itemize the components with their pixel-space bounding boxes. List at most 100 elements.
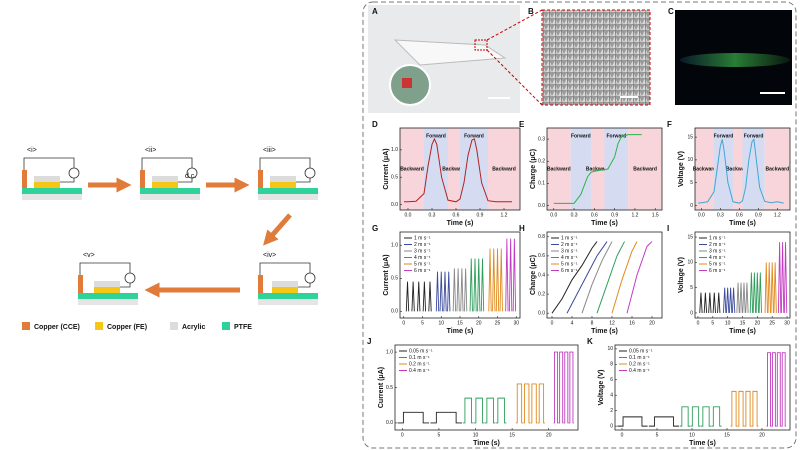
pulse [537, 383, 545, 424]
pulse [452, 268, 457, 312]
legend-label: 0.2 m s⁻¹ [629, 361, 650, 367]
y-tick-label: 5 [690, 180, 693, 186]
x-axis-label: Time (s) [447, 220, 474, 227]
panel-label: B [528, 7, 534, 16]
region [460, 128, 488, 210]
legend-label: 3 m s⁻¹ [561, 248, 578, 254]
x-tick-label: 1.2 [631, 212, 638, 218]
x-tick-label: 0.6 [591, 212, 598, 218]
region [733, 128, 743, 210]
region [400, 128, 424, 210]
pulse [505, 238, 509, 312]
wire [259, 262, 311, 288]
pulse [617, 416, 648, 427]
region [570, 128, 591, 210]
x-tick-label: 25 [495, 320, 501, 326]
legend-label: 5 m s⁻¹ [561, 261, 578, 267]
x-tick-label: 0.6 [453, 212, 460, 218]
y-tick-label: 10 [607, 346, 613, 352]
pulse [469, 258, 473, 312]
pulse [563, 351, 569, 424]
region [590, 128, 605, 210]
arrow [263, 213, 292, 246]
pulse [488, 248, 492, 312]
x-tick-label: 0.0 [550, 212, 557, 218]
plot-frame [546, 127, 663, 211]
pulse [723, 287, 727, 313]
y-axis-label: Current (μA) [378, 367, 385, 408]
curve [553, 134, 642, 204]
pulse [523, 383, 531, 424]
step-label: <i> [27, 147, 37, 154]
pulse [480, 258, 485, 312]
pulse [558, 351, 564, 424]
dc-label: d.c. [185, 173, 196, 180]
pulse [752, 272, 757, 313]
pulse [568, 351, 574, 424]
meter [304, 167, 316, 179]
y-tick-label: 10 [687, 157, 693, 163]
region [448, 128, 460, 210]
legend-label: 6 m s⁻¹ [709, 268, 726, 274]
legend-label: 0.2 m s⁻¹ [409, 361, 430, 367]
pulse [737, 390, 745, 427]
wire [79, 262, 131, 288]
legend-label: 3 m s⁻¹ [414, 248, 431, 254]
region-label: Forward [606, 133, 626, 139]
pulse [430, 411, 463, 424]
plot-frame [614, 344, 791, 431]
legend-label: 0.1 m s⁻¹ [409, 355, 430, 361]
legend-label: Copper (CCE) [34, 324, 80, 331]
ptfe-base [258, 299, 318, 305]
pulse [422, 281, 427, 312]
pulse [730, 390, 738, 427]
legend-label: 1 m s⁻¹ [709, 235, 726, 241]
panel-label: J [367, 337, 371, 346]
y-axis-label: Charge (μC) [530, 149, 537, 189]
device-photo [393, 39, 507, 66]
acrylic [270, 176, 296, 182]
pulse [712, 292, 716, 313]
pulse [736, 282, 740, 313]
x-axis-label: Time (s) [729, 328, 756, 335]
pulse [699, 292, 703, 313]
step-label: <ii> [145, 147, 156, 154]
pulse [648, 416, 680, 427]
pulse [758, 272, 762, 313]
panel-frame [362, 1, 797, 449]
copper-cce [258, 170, 263, 188]
y-tick-label: 0.2 [538, 159, 545, 165]
panel-label: F [667, 120, 672, 129]
curve [404, 137, 512, 203]
region-label: Backward [492, 166, 516, 172]
curve [581, 241, 613, 314]
region-label: Forward [426, 133, 446, 139]
step-label: <iii> [263, 147, 276, 154]
x-tick-label: 10 [725, 320, 731, 326]
x-tick-label: 0.3 [717, 212, 724, 218]
step-label: <iv> [263, 252, 276, 259]
pulse [783, 242, 788, 313]
pulse [463, 268, 468, 312]
x-axis-label: Time (s) [689, 440, 716, 447]
pulse [495, 248, 500, 312]
y-axis-label: Voltage (V) [598, 369, 605, 405]
pulse [776, 352, 782, 427]
region [714, 128, 733, 210]
y-tick-label: 0.5 [391, 276, 398, 282]
pulse [773, 262, 777, 313]
x-tick-label: 0.9 [755, 212, 762, 218]
legend-label: 6 m s⁻¹ [561, 268, 578, 274]
x-axis-label: Time (s) [473, 440, 500, 447]
pulse [711, 406, 722, 427]
curve [626, 241, 653, 314]
pulse [770, 262, 774, 313]
x-tick-label: 15 [509, 432, 515, 438]
x-tick-label: 0.9 [477, 212, 484, 218]
copper-fe [94, 287, 120, 293]
pulse [731, 287, 736, 313]
legend-label: 0.05 m s⁻¹ [629, 348, 653, 354]
plot-frame [399, 127, 521, 211]
legend-label: 1 m s⁻¹ [414, 235, 431, 241]
